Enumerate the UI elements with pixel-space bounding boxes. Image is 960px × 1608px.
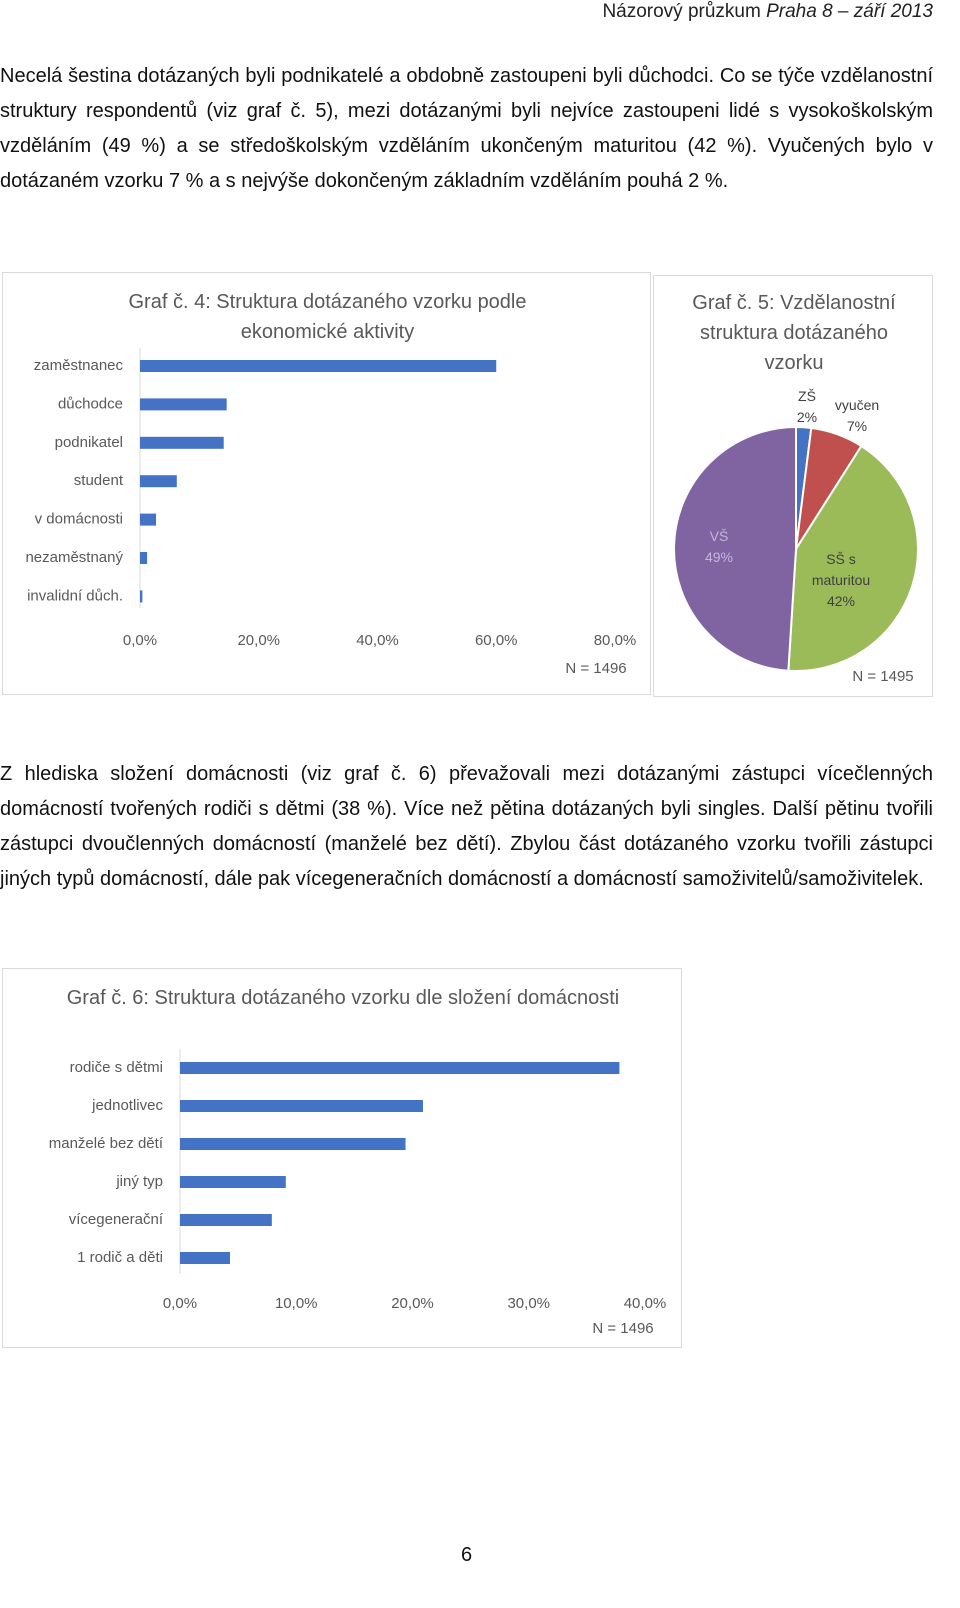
sample-note: N = 1495: [852, 668, 913, 685]
x-tick-label: 40,0%: [356, 632, 399, 649]
slice-label: SŠ s maturitou 42%: [796, 549, 886, 612]
chart-canvas: N = 1495: [673, 425, 919, 685]
bar: [180, 1252, 230, 1264]
bar: [140, 513, 157, 526]
bar: [140, 436, 224, 449]
paragraph: Z hlediska složení domácnosti (viz graf …: [0, 763, 933, 890]
category-label: student: [74, 472, 124, 489]
bar: [140, 360, 497, 372]
bar: [180, 1138, 406, 1150]
x-tick-label: 80,0%: [594, 632, 637, 649]
sample-note: N = 1496: [592, 1320, 653, 1337]
bar: [140, 398, 227, 411]
chart: 0,0% 10,0% 20,0% 30,0% 40,0% rodiče s dětmi je…: [2, 968, 682, 1348]
pie-slice: [787, 444, 919, 672]
chart-canvas: 0,0% 10,0% 20,0% 30,0% 40,0% rodiče s dětmi je…: [49, 1049, 667, 1337]
chart-title: Graf č. 4: Struktura dotázaného vzorku p…: [128, 291, 527, 343]
slice-name: ZŠ: [798, 388, 816, 404]
chart-canvas: 0,0% 20,0% 40,0% 60,0% 80,0% zaměstnanec důcho…: [25, 348, 637, 677]
bar: [180, 1062, 620, 1074]
slice-name: SŠ s maturitou: [811, 551, 871, 588]
category-label: manželé bez dětí: [49, 1135, 164, 1152]
pie-slice: [673, 425, 797, 672]
bar: [180, 1176, 286, 1188]
slice-label: VŠ 49%: [674, 526, 764, 568]
page-header: Názorový průzkum Praha 8 – září 2013: [602, 1, 933, 23]
category-label: 1 rodič a děti: [77, 1249, 163, 1266]
bar: [180, 1214, 272, 1226]
x-tick-label: 0,0%: [123, 632, 157, 649]
category-label: rodiče s dětmi: [70, 1059, 163, 1076]
slice-name: vyučen: [834, 397, 880, 413]
x-tick-label: 60,0%: [475, 632, 518, 649]
category-label: invalidní důch.: [27, 587, 123, 604]
x-tick-label: 20,0%: [391, 1295, 434, 1312]
chart: 0,0% 20,0% 40,0% 60,0% 80,0% zaměstnanec důcho…: [2, 272, 651, 695]
chart: N = 1495 Graf č. 5: Vzdělanostní struktur…: [653, 275, 933, 697]
category-label: důchodce: [58, 395, 123, 412]
slice-value: 42%: [826, 593, 856, 609]
category-label: zaměstnanec: [34, 357, 124, 374]
paragraph: Necelá šestina dotázaných byli podnikate…: [0, 65, 933, 192]
x-tick-label: 30,0%: [507, 1295, 550, 1312]
bar: [140, 475, 177, 488]
slice-value: 49%: [704, 549, 734, 565]
x-tick-label: 0,0%: [163, 1295, 197, 1312]
header-text: Názorový průzkum: [602, 1, 761, 22]
bar: [180, 1100, 423, 1112]
category-label: vícegenerační: [69, 1211, 164, 1228]
x-tick-label: 40,0%: [624, 1295, 667, 1312]
chart-title: Graf č. 6: Struktura dotázaného vzorku d…: [66, 987, 620, 1009]
category-label: jiný typ: [115, 1173, 163, 1190]
category-label: podnikatel: [55, 434, 123, 451]
slice-value: 2%: [796, 409, 818, 425]
sample-note: N = 1496: [565, 660, 626, 677]
x-tick-label: 10,0%: [275, 1295, 318, 1312]
category-label: nezaměstnaný: [25, 549, 123, 566]
chart-title: Graf č. 5: Vzdělanostní struktura dotáza…: [692, 292, 896, 374]
slice-value: 7%: [846, 418, 868, 434]
slice-name: VŠ: [709, 528, 729, 544]
slice-label: ZŠ 2%: [762, 386, 852, 428]
x-tick-label: 20,0%: [237, 632, 280, 649]
page-number: 6: [460, 1544, 473, 1566]
bar: [140, 590, 143, 603]
bar: [140, 552, 148, 564]
category-label: v domácnosti: [35, 511, 123, 528]
category-label: jednotlivec: [91, 1097, 163, 1114]
header-italic: Praha 8 – září 2013: [766, 1, 933, 22]
slice-label: vyučen 7%: [812, 395, 902, 437]
